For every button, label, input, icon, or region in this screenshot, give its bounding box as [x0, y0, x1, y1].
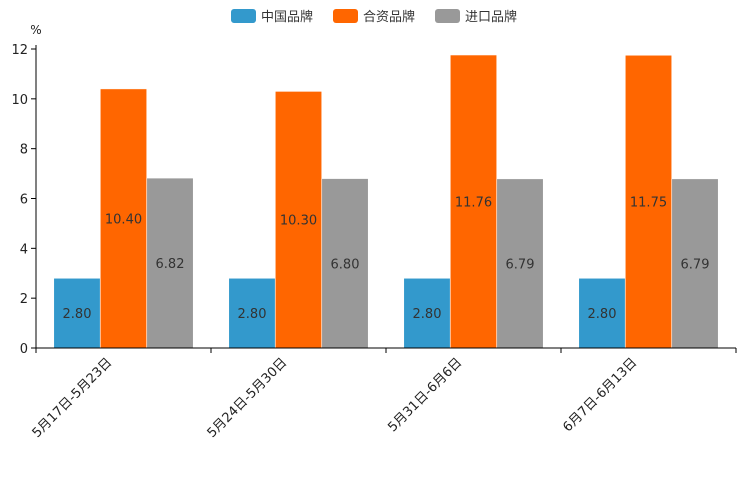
bar-value-label: 11.76 — [455, 195, 492, 210]
x-category-label: 5月24日-5月30日 — [205, 355, 291, 441]
x-category-label: 5月17日-5月23日 — [30, 355, 116, 441]
bars: 2.80 10.40 6.82 2.80 10.30 6.80 2.80 11.76 6.79 2… — [53, 54, 719, 349]
bar — [449, 54, 498, 349]
y-tick-label: 8 — [20, 143, 28, 158]
bar-value-label: 10.30 — [280, 214, 317, 229]
x-axis: 5月17日-5月23日 5月24日-5月30日 5月31日-6月6日 6月7日-6月1… — [30, 347, 737, 441]
y-axis: 0 2 4 6 8 10 12 — [11, 43, 37, 357]
bar — [403, 277, 451, 349]
x-category-label: 6月7日-6月13日 — [560, 355, 640, 435]
bar — [671, 178, 719, 349]
y-tick-label: 10 — [11, 93, 28, 108]
legend-label: 进口品牌 — [465, 9, 517, 25]
y-tick-label: 2 — [20, 292, 28, 307]
legend-label: 中国品牌 — [261, 9, 313, 25]
bar-value-label: 6.79 — [681, 257, 710, 272]
bar — [624, 54, 673, 349]
bar-value-label: 6.79 — [506, 257, 535, 272]
bar-value-label: 2.80 — [588, 307, 617, 322]
bar-value-label: 2.80 — [413, 307, 442, 322]
x-category-label: 5月31日-6月6日 — [385, 355, 465, 435]
bar-value-label: 6.82 — [156, 257, 185, 272]
y-tick-label: 4 — [20, 242, 28, 257]
bar-value-label: 11.75 — [630, 196, 667, 211]
y-axis-unit-label: % — [30, 23, 41, 37]
y-tick-label: 12 — [11, 43, 28, 58]
y-tick-label: 0 — [20, 342, 28, 357]
bar — [99, 88, 148, 349]
legend-label: 合资品牌 — [363, 9, 415, 25]
bar-value-label: 2.80 — [238, 307, 267, 322]
legend-swatch — [435, 9, 460, 23]
bar — [146, 177, 194, 349]
bar-value-label: 10.40 — [105, 212, 142, 227]
bar — [321, 178, 369, 349]
bar — [53, 277, 101, 349]
legend-swatch — [333, 9, 358, 23]
bar-value-label: 6.80 — [331, 257, 360, 272]
legend-swatch — [231, 9, 256, 23]
bar-value-label: 2.80 — [63, 307, 92, 322]
legend: 中国品牌 合资品牌 进口品牌 — [231, 9, 517, 25]
y-tick-label: 6 — [20, 193, 28, 208]
